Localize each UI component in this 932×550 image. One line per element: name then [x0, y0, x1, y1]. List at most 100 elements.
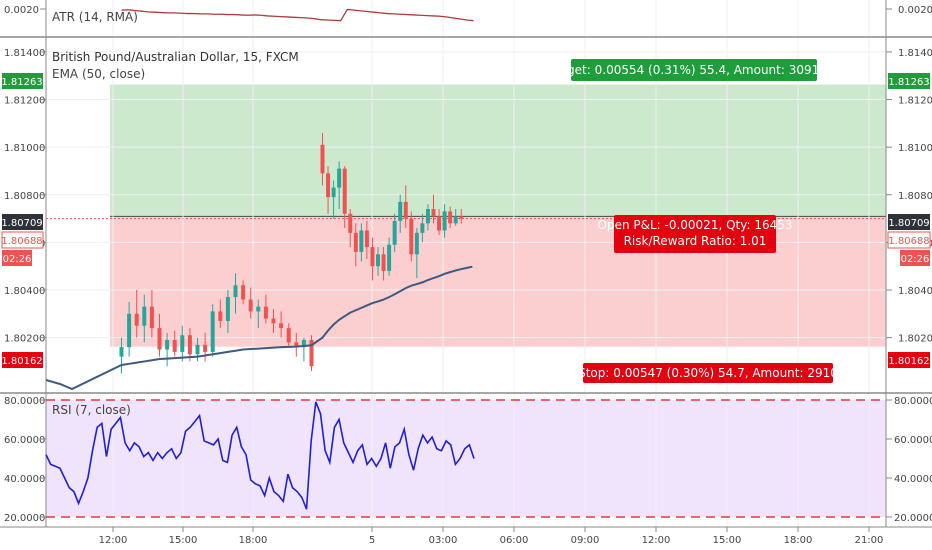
- candle-body: [165, 340, 170, 350]
- stop-price-badge-right: 1.80162: [888, 352, 930, 368]
- entry-price-badge-left: 1.80688: [1, 231, 44, 249]
- time-tick-label: 15:00: [713, 535, 742, 546]
- svg-text:1.80709: 1.80709: [888, 218, 929, 229]
- countdown-badge-right: 02:26: [900, 250, 930, 266]
- time-tick-label: 18:00: [784, 535, 813, 546]
- time-tick-label: 09:00: [571, 535, 600, 546]
- price-tick-right: 1.81000: [898, 143, 932, 154]
- stop-label[interactable]: Stop: 0.00547 (0.30%) 54.7, Amount: 2910: [578, 363, 838, 383]
- candle-body: [459, 216, 464, 219]
- candle-body: [425, 209, 430, 224]
- price-tick-right: 1.80800: [898, 191, 932, 202]
- candle-body: [263, 306, 268, 319]
- candle-body: [409, 218, 414, 255]
- svg-text:1.80162: 1.80162: [1, 356, 42, 367]
- current-price-badge-right: 1.80709: [888, 214, 930, 230]
- rsi-line: [45, 401, 475, 510]
- candle-body: [301, 340, 306, 348]
- candle-body: [337, 168, 342, 188]
- candle-body: [203, 344, 208, 352]
- candle-body: [248, 299, 253, 312]
- price-tick-left: 1.80400: [4, 286, 45, 297]
- time-tick-label: 03:00: [429, 535, 458, 546]
- candle-body: [342, 168, 347, 214]
- rsi-band-background: [46, 400, 886, 517]
- candle-body: [172, 340, 177, 352]
- rsi-pane: [45, 401, 475, 510]
- countdown-badge-left: 02:26: [2, 250, 32, 266]
- candle-body: [210, 311, 215, 352]
- target-price-badge-left: 1.81263: [1, 73, 43, 89]
- rsi-title: RSI (7, close): [52, 403, 131, 417]
- candle-body: [359, 230, 364, 252]
- time-tick-label: 12:00: [99, 535, 128, 546]
- entry-price-badge-right: 1.80688: [887, 231, 931, 249]
- atr-pane: [121, 8, 474, 22]
- candle-body: [195, 344, 200, 355]
- candle-body: [134, 313, 139, 326]
- candle-body: [225, 297, 230, 321]
- ema-title: EMA (50, close): [52, 67, 145, 81]
- time-tick-label: 5: [369, 535, 375, 546]
- candle-body: [294, 342, 299, 348]
- candle-body: [387, 244, 392, 271]
- candles: [119, 132, 464, 374]
- candle-body: [420, 223, 425, 233]
- candle-body: [233, 285, 238, 298]
- candle-body: [431, 209, 436, 217]
- candle-body: [448, 211, 453, 224]
- rsi-tick-left: 20.0000: [4, 513, 45, 524]
- time-tick-label: 15:00: [169, 535, 198, 546]
- pnl-label[interactable]: Open P&L: -0.00021, Qty: 16453 Risk/Rewa…: [598, 215, 793, 253]
- svg-text:02:26: 02:26: [3, 254, 32, 265]
- target-price-badge-right: 1.81263: [888, 73, 930, 89]
- candle-body: [320, 144, 325, 174]
- candle-body: [241, 285, 246, 300]
- candle-body: [256, 306, 261, 312]
- price-tick-right: 1.81400: [898, 48, 932, 59]
- candle-body: [218, 311, 223, 321]
- atr-tick-right: 0.0020: [898, 5, 932, 16]
- rsi-tick-left: 60.0000: [4, 435, 45, 446]
- candle-body: [353, 232, 358, 252]
- candle-body: [119, 347, 124, 357]
- rsi-tick-right: 80.0000: [894, 396, 932, 407]
- target-label-text: Target: 0.00554 (0.31%) 55.4, Amount: 30…: [549, 63, 839, 77]
- target-label[interactable]: Target: 0.00554 (0.31%) 55.4, Amount: 30…: [549, 59, 839, 81]
- atr-title: ATR (14, RMA): [52, 10, 138, 24]
- candle-body: [453, 216, 458, 224]
- candle-body: [157, 328, 162, 350]
- candle-body: [149, 306, 154, 329]
- candle-body: [142, 306, 147, 326]
- candle-body: [398, 201, 403, 221]
- time-tick-label: 18:00: [239, 535, 268, 546]
- target-zone[interactable]: [110, 84, 886, 217]
- candle-body: [437, 216, 442, 231]
- candle-body: [442, 211, 447, 231]
- candle-body: [381, 254, 386, 271]
- svg-text:1.80709: 1.80709: [1, 218, 42, 229]
- time-tick-label: 21:00: [855, 535, 884, 546]
- rsi-tick-right: 40.0000: [894, 474, 932, 485]
- stop-label-text: Stop: 0.00547 (0.30%) 54.7, Amount: 2910: [578, 366, 838, 380]
- svg-text:02:26: 02:26: [901, 254, 930, 265]
- grid-lines: [46, 0, 886, 527]
- price-tick-left: 1.81200: [4, 96, 45, 107]
- price-tick-right: 1.80400: [898, 286, 932, 297]
- price-tick-left: 1.80200: [4, 334, 45, 345]
- svg-text:1.81263: 1.81263: [1, 77, 42, 88]
- price-tick-right: 1.80200: [898, 334, 932, 345]
- symbol-title: British Pound/Australian Dollar, 15, FXC…: [52, 50, 299, 64]
- candle-body: [414, 232, 419, 255]
- candle-body: [180, 335, 185, 352]
- rsi-tick-right: 60.0000: [894, 435, 932, 446]
- atr-line: [121, 8, 474, 22]
- time-axis[interactable]: 12:00 15:00 18:00 5 03:00 06:00 09:00 12:00 15:0…: [99, 527, 884, 546]
- time-tick-label: 12:00: [642, 535, 671, 546]
- rsi-tick-right: 20.0000: [894, 513, 932, 524]
- candle-body: [364, 230, 369, 248]
- rsi-axis[interactable]: 80.0000 80.0000 60.0000 60.0000 40.0000 40.00…: [4, 396, 932, 524]
- pnl-label-text: Open P&L: -0.00021, Qty: 16453: [598, 218, 793, 232]
- current-price-badge-left: 1.80709: [1, 214, 43, 230]
